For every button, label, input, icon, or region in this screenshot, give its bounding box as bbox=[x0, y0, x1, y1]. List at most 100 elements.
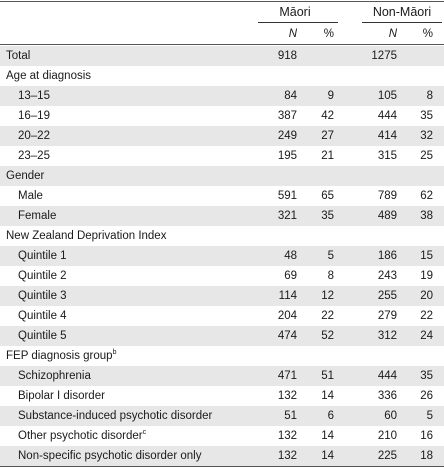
maori-pct-cell: 9 bbox=[327, 90, 334, 102]
group-underline-non-maori bbox=[362, 22, 442, 23]
maori-pct-cell: 14 bbox=[321, 390, 334, 402]
non-maori-n-cell: 243 bbox=[377, 270, 397, 282]
row-label: Male bbox=[18, 186, 43, 206]
maori-n-cell: 132 bbox=[277, 450, 297, 462]
row-label: Substance-induced psychotic disorder bbox=[18, 406, 212, 426]
table-row: Female 321 35 489 38 bbox=[0, 206, 444, 226]
maori-pct-cell: 5 bbox=[327, 250, 334, 262]
row-label-text: Other psychotic disorder bbox=[18, 430, 143, 442]
maori-n-cell: 471 bbox=[277, 370, 297, 382]
maori-n-cell: 69 bbox=[284, 270, 297, 282]
table-row: Other psychotic disorderc 132 14 210 16 bbox=[0, 426, 444, 446]
row-label-text: Quintile 3 bbox=[18, 290, 67, 302]
row-label: Total bbox=[6, 46, 30, 66]
table-row: Quintile 3 114 12 255 20 bbox=[0, 286, 444, 306]
maori-n-cell: 51 bbox=[284, 410, 297, 422]
row-label: New Zealand Deprivation Index bbox=[6, 226, 166, 246]
table-row: Age at diagnosis bbox=[0, 66, 444, 86]
table-row: Gender bbox=[0, 166, 444, 186]
maori-n-cell: 387 bbox=[277, 110, 297, 122]
table-row: Schizophrenia 471 51 444 35 bbox=[0, 366, 444, 386]
row-label: Quintile 4 bbox=[18, 306, 67, 326]
row-label-text: Age at diagnosis bbox=[6, 70, 92, 82]
non-maori-n-cell: 489 bbox=[377, 210, 397, 222]
non-maori-n-cell: 312 bbox=[377, 330, 397, 342]
table-row: 16–19 387 42 444 35 bbox=[0, 106, 444, 126]
col-header-maori-pct: % bbox=[323, 28, 334, 40]
row-label: 13–15 bbox=[18, 86, 50, 106]
row-label-text: 16–19 bbox=[18, 110, 50, 122]
non-maori-pct-cell: 35 bbox=[420, 110, 433, 122]
non-maori-pct-cell: 22 bbox=[420, 310, 433, 322]
maori-n-cell: 48 bbox=[284, 250, 297, 262]
non-maori-pct-cell: 8 bbox=[426, 90, 433, 102]
non-maori-n-cell: 414 bbox=[377, 130, 397, 142]
non-maori-n-cell: 210 bbox=[377, 430, 397, 442]
non-maori-n-cell: 315 bbox=[377, 150, 397, 162]
row-label-text: Quintile 2 bbox=[18, 270, 67, 282]
col-header-maori-n: N bbox=[288, 28, 297, 40]
row-label: Quintile 2 bbox=[18, 266, 67, 286]
non-maori-n-cell: 336 bbox=[377, 390, 397, 402]
non-maori-pct-cell: 16 bbox=[420, 430, 433, 442]
non-maori-pct-cell: 26 bbox=[420, 390, 433, 402]
table-row: Quintile 2 69 8 243 19 bbox=[0, 266, 444, 286]
maori-pct-cell: 42 bbox=[321, 110, 334, 122]
maori-n-cell: 249 bbox=[277, 130, 297, 142]
maori-pct-cell: 14 bbox=[321, 450, 334, 462]
maori-n-cell: 132 bbox=[277, 430, 297, 442]
non-maori-pct-cell: 18 bbox=[420, 450, 433, 462]
row-label-text: 20–22 bbox=[18, 130, 50, 142]
row-label-text: Quintile 1 bbox=[18, 250, 67, 262]
maori-pct-cell: 22 bbox=[321, 310, 334, 322]
row-label: Quintile 5 bbox=[18, 326, 67, 346]
maori-pct-cell: 12 bbox=[321, 290, 334, 302]
maori-n-cell: 84 bbox=[284, 90, 297, 102]
row-label-text: New Zealand Deprivation Index bbox=[6, 230, 167, 242]
row-label: Bipolar I disorder bbox=[18, 386, 105, 406]
table-row: Bipolar I disorder 132 14 336 26 bbox=[0, 386, 444, 406]
non-maori-pct-cell: 38 bbox=[420, 210, 433, 222]
table-top-rule bbox=[0, 1, 444, 2]
col-header-non-maori-n: N bbox=[388, 28, 397, 40]
row-label: Gender bbox=[6, 166, 44, 186]
row-label-text: Bipolar I disorder bbox=[18, 390, 105, 402]
maori-pct-cell: 35 bbox=[321, 210, 334, 222]
maori-n-cell: 918 bbox=[277, 50, 297, 62]
maori-n-cell: 114 bbox=[278, 290, 297, 302]
row-label-text: Female bbox=[18, 210, 57, 222]
col-header-non-maori-pct: % bbox=[422, 28, 433, 40]
non-maori-pct-cell: 32 bbox=[420, 130, 433, 142]
maori-n-cell: 474 bbox=[277, 330, 297, 342]
group-underline-maori bbox=[258, 22, 338, 23]
maori-pct-cell: 27 bbox=[321, 130, 334, 142]
row-label-text: Total bbox=[6, 50, 31, 62]
row-label-text: Gender bbox=[6, 170, 45, 182]
row-label: 23–25 bbox=[18, 146, 50, 166]
maori-pct-cell: 6 bbox=[327, 410, 334, 422]
non-maori-pct-cell: 62 bbox=[420, 190, 433, 202]
non-maori-n-cell: 186 bbox=[377, 250, 397, 262]
non-maori-pct-cell: 20 bbox=[420, 290, 433, 302]
table-row: Male 591 65 789 62 bbox=[0, 186, 444, 206]
maori-pct-cell: 14 bbox=[321, 430, 334, 442]
table-row: Substance-induced psychotic disorder 51 6 6… bbox=[0, 406, 444, 426]
row-label-text: 13–15 bbox=[18, 90, 50, 102]
row-label-text: 23–25 bbox=[18, 150, 50, 162]
non-maori-n-cell: 279 bbox=[377, 310, 397, 322]
row-label: Other psychotic disorderc bbox=[18, 426, 146, 446]
non-maori-n-cell: 225 bbox=[377, 450, 397, 462]
non-maori-n-cell: 444 bbox=[377, 110, 397, 122]
non-maori-pct-cell: 25 bbox=[420, 150, 433, 162]
maori-n-cell: 195 bbox=[277, 150, 297, 162]
row-label: Age at diagnosis bbox=[6, 66, 91, 86]
row-label: Schizophrenia bbox=[18, 366, 91, 386]
non-maori-pct-cell: 35 bbox=[420, 370, 433, 382]
maori-pct-cell: 52 bbox=[321, 330, 334, 342]
maori-pct-cell: 8 bbox=[327, 270, 334, 282]
non-maori-pct-cell: 24 bbox=[420, 330, 433, 342]
row-label-text: Quintile 4 bbox=[18, 310, 67, 322]
row-label-text: Substance-induced psychotic disorder bbox=[18, 410, 213, 422]
non-maori-pct-cell: 5 bbox=[426, 410, 433, 422]
